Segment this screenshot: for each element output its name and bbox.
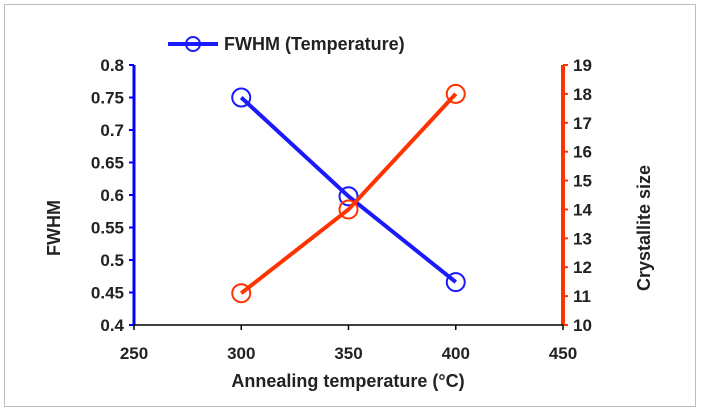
series-point-fwhm [231,87,252,108]
right-axis: 10 11 12 13 14 15 16 17 18 19 [561,56,592,335]
right-axis-tick-label: 17 [573,114,592,133]
left-axis-tick-label: 0.45 [91,284,124,303]
right-axis-tick-label: 11 [573,287,591,306]
left-axis-tick-label: 0.4 [100,316,124,335]
right-axis-tick-label: 10 [573,316,592,335]
series-point-fwhm [445,272,466,293]
right-axis-tick-label: 19 [573,56,592,75]
series-point-crystallite-size [338,199,359,220]
legend-marker-swatch [185,36,201,52]
legend-entry-label: FWHM (Temperature) [224,34,405,54]
left-axis-tick-label: 0.6 [100,186,124,205]
legend: FWHM (Temperature) [168,34,405,54]
series-point-crystallite-size [231,283,252,304]
x-axis-tick-label: 450 [549,344,577,363]
x-axis-tick-label: 300 [227,344,255,363]
left-axis: 0.4 0.45 0.5 0.55 0.6 0.65 0.7 0.75 0.8 [91,56,136,335]
x-axis-tick-label: 350 [334,344,362,363]
series-layer [231,83,466,304]
right-axis-tick-label: 12 [573,258,592,277]
right-axis-title: Crystallite size [634,165,654,291]
left-axis-title: FWHM [44,200,64,256]
right-axis-tick-label: 16 [573,143,592,162]
right-axis-tick-label: 13 [573,229,592,248]
left-axis-tick-label: 0.55 [91,219,124,238]
left-axis-tick-label: 0.5 [100,251,124,270]
left-axis-tick-label: 0.8 [100,56,124,75]
left-axis-tick-label: 0.65 [91,154,124,173]
x-axis: 250 300 350 400 450 [120,324,577,363]
series-point-fwhm [338,186,359,207]
right-axis-tick-label: 18 [573,85,592,104]
series-point-crystallite-size [445,83,466,104]
x-axis-tick-label: 400 [442,344,470,363]
x-axis-tick-label: 250 [120,344,148,363]
series-line-crystallite-size [240,92,458,295]
left-axis-tick-label: 0.7 [100,121,124,140]
left-axis-tick-label: 0.75 [91,89,124,108]
x-axis-title: Annealing temperature (°C) [231,371,464,391]
series-line-fwhm [239,96,457,284]
right-axis-tick-label: 14 [573,200,592,219]
right-axis-tick-label: 15 [573,172,592,191]
